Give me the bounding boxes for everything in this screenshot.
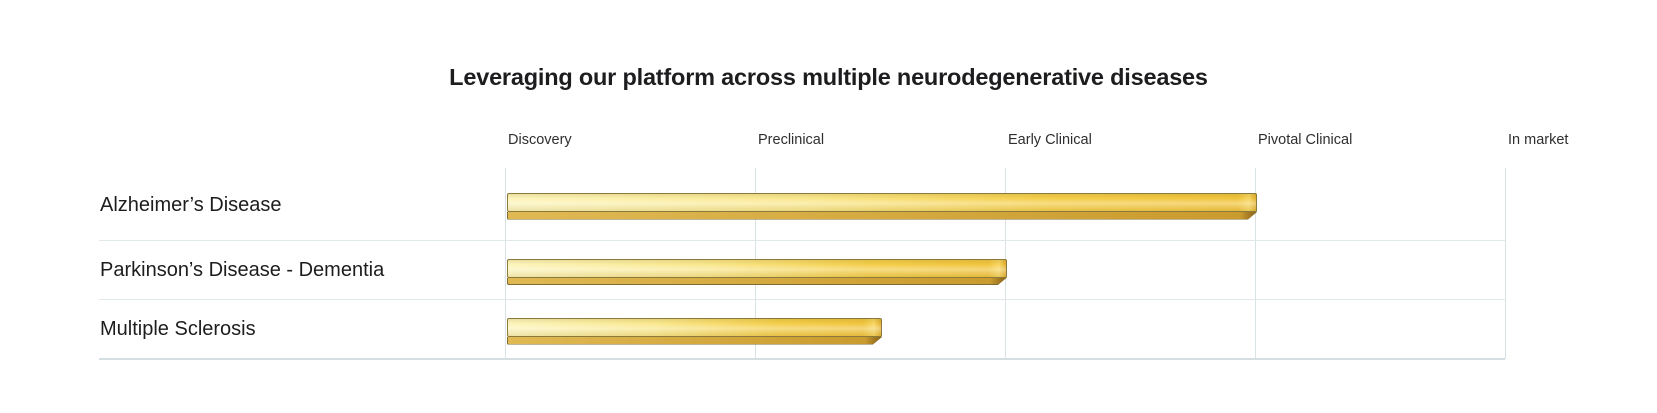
stage-header-early-clinical: Early Clinical bbox=[1008, 132, 1092, 148]
row-label-multiple-sclerosis: Multiple Sclerosis bbox=[100, 318, 256, 340]
pipeline-bar-shadow bbox=[507, 337, 882, 345]
stage-header-preclinical: Preclinical bbox=[758, 132, 825, 148]
pipeline-bar-shadow bbox=[507, 212, 1257, 220]
row-label-parkinsons: Parkinson’s Disease - Dementia bbox=[100, 259, 385, 281]
pipeline-bar-shadow bbox=[507, 278, 1007, 286]
chart-baseline bbox=[99, 358, 1505, 360]
row-separator bbox=[99, 299, 1505, 300]
stage-header-in-market: In market bbox=[1508, 132, 1569, 148]
pipeline-bar-body bbox=[507, 318, 882, 337]
stage-gridline bbox=[1505, 168, 1506, 359]
slide-title: Leveraging our platform across multiple … bbox=[449, 64, 1208, 90]
pipeline-bar bbox=[507, 258, 1007, 286]
row-label-alzheimers: Alzheimer’s Disease bbox=[100, 194, 282, 216]
stage-gridline bbox=[505, 168, 506, 359]
stage-gridline bbox=[1255, 168, 1256, 359]
stage-header-pivotal-clinical: Pivotal Clinical bbox=[1258, 132, 1353, 148]
pipeline-bar bbox=[507, 318, 882, 345]
row-separator bbox=[99, 240, 1505, 241]
pipeline-bar-body bbox=[507, 258, 1007, 278]
stage-header-discovery: Discovery bbox=[508, 132, 572, 148]
pipeline-bar-body bbox=[507, 193, 1257, 212]
pipeline-bar bbox=[507, 193, 1257, 220]
